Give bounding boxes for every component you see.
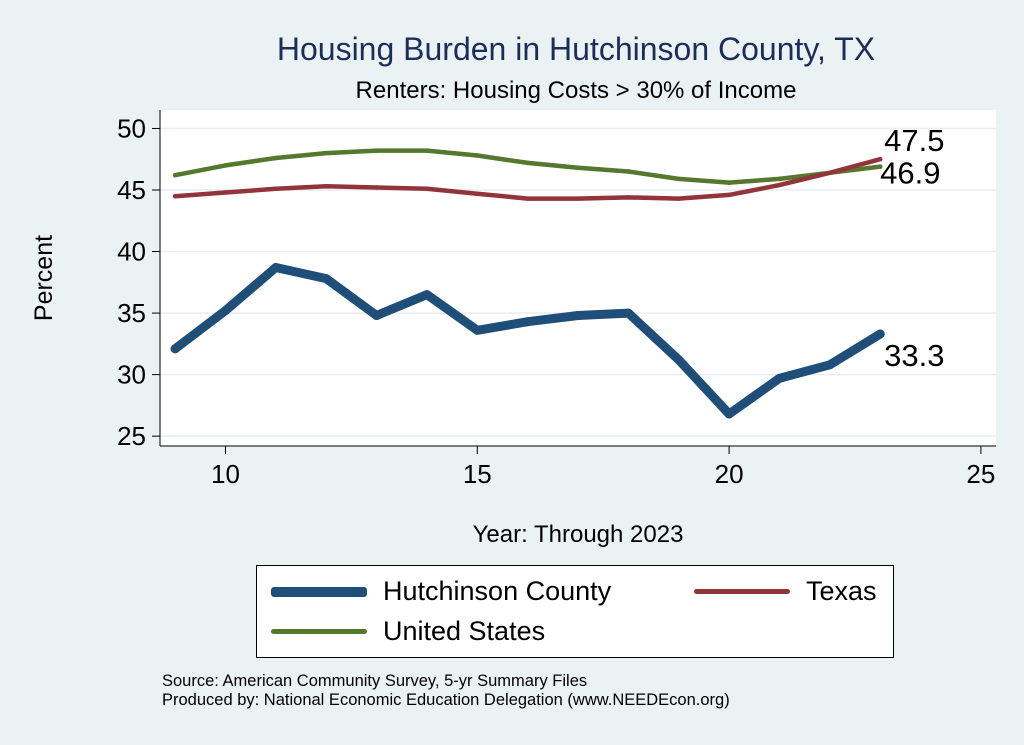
x-tick-label: 20 [715,459,744,489]
y-tick-label: 30 [117,360,146,390]
legend-item-united-states[interactable]: United States [271,616,545,647]
end-label-united-states: 46.9 [880,156,940,191]
data-point-united-states [877,164,883,169]
data-point-hutchinson-county [422,290,432,300]
data-point-hutchinson-county [573,311,583,321]
footer-notes: Source: American Community Survey, 5-yr … [162,672,730,710]
data-point-hutchinson-county [674,355,684,365]
data-point-texas [827,170,833,176]
data-point-texas [475,191,480,196]
data-point-united-states [626,169,631,174]
data-point-texas [726,192,732,198]
data-point-hutchinson-county [372,311,382,321]
legend-label-hutchinson-county: Hutchinson County [383,576,612,606]
data-point-united-states [575,165,581,171]
legend-swatch-united-states [271,629,367,634]
y-axis-label: Percent [30,235,58,321]
data-point-texas [575,196,581,201]
y-tick-label: 40 [117,237,146,267]
data-point-hutchinson-county [724,409,734,419]
data-point-texas [777,182,782,188]
x-axis-label: Year: Through 2023 [473,521,684,548]
y-tick-label: 35 [117,298,146,328]
data-point-united-states [424,148,430,153]
end-label-texas: 47.5 [884,123,944,158]
data-point-texas [273,186,279,192]
legend-swatch-hutchinson-county [271,586,367,597]
gridlines [160,127,996,437]
data-point-united-states [726,180,732,185]
data-point-texas [877,156,883,162]
data-point-united-states [777,176,782,182]
data-point-texas [172,193,178,199]
data-point-united-states [676,176,681,182]
chart-title: Housing Burden in Hutchinson County, TX [277,31,875,67]
data-point-hutchinson-county [825,360,835,370]
chart-subtitle: Renters: Housing Costs > 30% of Income [356,77,797,104]
data-point-texas [424,186,430,192]
data-point-united-states [525,160,530,166]
y-tick-label: 25 [117,421,146,451]
data-point-texas [676,196,681,201]
data-point-united-states [374,148,379,153]
data-point-texas [525,196,530,201]
data-point-hutchinson-county [875,329,885,339]
x-tick-label: 15 [463,459,492,489]
legend-label-united-states: United States [383,616,546,646]
data-point-texas [223,190,228,195]
data-point-united-states [323,150,329,156]
y-tick-label: 50 [117,113,146,143]
data-point-united-states [172,172,178,178]
data-point-texas [626,195,631,200]
data-point-hutchinson-county [623,308,633,318]
producer-note: Produced by: National Economic Education… [162,691,730,709]
data-point-hutchinson-county [170,344,180,354]
data-point-united-states [273,155,279,161]
legend-item-texas[interactable]: Texas [694,576,877,607]
data-point-united-states [475,153,480,158]
y-tick-label: 45 [117,175,146,205]
end-labels: 33.3 47.546.9 [880,123,944,373]
end-label-hutchinson-county: 33.3 [884,338,944,373]
data-point-united-states [223,163,228,168]
data-point-hutchinson-county [523,317,533,327]
data-point-hutchinson-county [220,306,230,316]
data-point-hutchinson-county [774,373,784,383]
x-tick-label: 25 [966,459,995,489]
data-point-hutchinson-county [321,274,331,284]
data-point-hutchinson-county [472,325,482,335]
legend-swatch-texas [694,589,790,594]
data-point-hutchinson-county [271,263,281,273]
x-tick-label: 10 [211,459,240,489]
legend-item-hutchinson-county[interactable]: Hutchinson County [271,576,611,607]
source-note: Source: American Community Survey, 5-yr … [162,672,588,690]
legend: Hutchinson County Texas United States [256,565,894,658]
data-point-texas [323,184,329,189]
data-point-texas [374,185,379,190]
legend-label-texas: Texas [806,576,877,606]
axes: 25 30 35 40 45 50 10 15 20 25 [117,110,996,489]
series-lines [170,148,885,419]
